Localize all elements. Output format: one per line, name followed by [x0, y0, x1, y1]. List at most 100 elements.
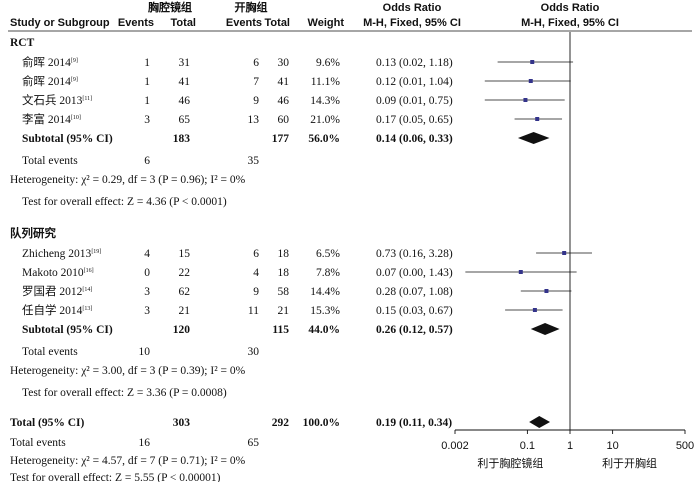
- study-total2: 46: [278, 95, 290, 107]
- study-events2: 9: [253, 95, 259, 107]
- subtotal-diamond: [530, 323, 560, 335]
- subgroup-title: 队列研究: [10, 226, 56, 240]
- study-ref: [9]: [71, 58, 78, 64]
- study-total1: 31: [179, 57, 191, 69]
- study-point: [528, 79, 533, 83]
- study-events2: 7: [253, 76, 259, 88]
- study-ref: [13]: [82, 306, 92, 312]
- study-name: 李富 2014[10]: [22, 112, 81, 126]
- study-total2: 21: [278, 305, 290, 317]
- study-name: 俞晖 2014[9]: [22, 55, 78, 69]
- total-total1: 303: [173, 417, 191, 429]
- study-ref: [11]: [82, 96, 92, 102]
- total-heterogeneity-text: Heterogeneity: χ² = 4.57, df = 7 (P = 0.…: [10, 455, 246, 467]
- total-overall-effect-text: Test for overall effect: Z = 5.55 (P < 0…: [10, 472, 221, 482]
- study-or-text: 0.12 (0.01, 1.04): [376, 76, 453, 88]
- study-total1: 65: [179, 114, 191, 126]
- study-total1: 41: [179, 76, 191, 88]
- study-weight: 11.1%: [311, 76, 341, 88]
- total-events2: 30: [248, 346, 260, 358]
- header-weight: Weight: [308, 17, 345, 29]
- study-ref: [19]: [91, 249, 101, 255]
- study-events2: 9: [253, 286, 259, 298]
- total-diamond: [529, 416, 551, 428]
- study-or-text: 0.73 (0.16, 3.28): [376, 248, 453, 260]
- favours-right-label: 利于开胸组: [602, 456, 657, 470]
- study-point: [532, 308, 537, 312]
- study-events1: 3: [144, 114, 150, 126]
- subtotal-label: Subtotal (95% CI): [22, 133, 113, 145]
- x-tick-label: 0.002: [441, 440, 469, 452]
- study-ref: [14]: [82, 287, 92, 293]
- study-events2: 6: [253, 57, 259, 69]
- study-total1: 15: [179, 248, 191, 260]
- study-name: 任自学 2014[13]: [22, 303, 92, 317]
- subtotal-label: Subtotal (95% CI): [22, 324, 113, 336]
- overall-effect-text: Test for overall effect: Z = 4.36 (P < 0…: [22, 196, 227, 208]
- overall-effect-text: Test for overall effect: Z = 3.36 (P = 0…: [22, 387, 227, 399]
- study-total2: 18: [278, 248, 290, 260]
- study-total1: 46: [179, 95, 191, 107]
- x-tick-label: 10: [606, 440, 618, 452]
- total-events2: 65: [248, 437, 260, 449]
- study-weight: 6.5%: [316, 248, 340, 260]
- study-name: 罗国君 2012[14]: [22, 285, 92, 298]
- study-weight: 15.3%: [310, 305, 340, 317]
- study-point: [535, 117, 540, 121]
- total-total2: 292: [272, 417, 290, 429]
- study-events1: 1: [144, 95, 150, 107]
- study-events2: 13: [248, 114, 260, 126]
- header-total1: Total: [171, 17, 196, 29]
- subtotal-or-text: 0.26 (0.12, 0.57): [376, 324, 453, 336]
- x-tick-label: 0.1: [520, 440, 535, 452]
- total-events-label: Total events: [10, 437, 66, 449]
- study-weight: 7.8%: [316, 267, 340, 279]
- total-or-text: 0.19 (0.11, 0.34): [376, 417, 452, 429]
- study-ref: [10]: [71, 115, 81, 121]
- study-or-text: 0.15 (0.03, 0.67): [376, 305, 453, 317]
- subtotal-total1: 120: [173, 324, 191, 336]
- study-or-text: 0.07 (0.00, 1.43): [376, 267, 453, 279]
- study-name: Makoto 2010[16]: [22, 267, 94, 279]
- study-or-text: 0.17 (0.05, 0.65): [376, 114, 453, 126]
- subgroup-title: RCT: [10, 37, 35, 49]
- study-weight: 9.6%: [316, 57, 340, 69]
- header-group2: 开胸组: [235, 0, 268, 14]
- study-point: [544, 289, 549, 293]
- study-total2: 18: [278, 267, 290, 279]
- study-total2: 58: [278, 286, 290, 298]
- study-or-text: 0.13 (0.02, 1.18): [376, 57, 453, 69]
- study-weight: 21.0%: [310, 114, 340, 126]
- study-weight: 14.3%: [310, 95, 340, 107]
- study-total1: 22: [179, 267, 191, 279]
- subtotal-diamond: [517, 132, 550, 144]
- study-name: 俞晖 2014[9]: [22, 74, 78, 88]
- study-total2: 60: [278, 114, 290, 126]
- study-name: 文石兵 2013[11]: [22, 93, 92, 107]
- header-plot-method: M-H, Fixed, 95% CI: [521, 17, 619, 29]
- study-or-text: 0.28 (0.07, 1.08): [376, 286, 453, 298]
- study-events2: 6: [253, 248, 259, 260]
- subtotal-or-text: 0.14 (0.06, 0.33): [376, 133, 453, 145]
- heterogeneity-text: Heterogeneity: χ² = 0.29, df = 3 (P = 0.…: [10, 174, 246, 186]
- study-events1: 0: [144, 267, 150, 279]
- total-events-label: Total events: [22, 346, 78, 358]
- study-events1: 4: [144, 248, 150, 260]
- study-events1: 1: [144, 57, 150, 69]
- total-label: Total (95% CI): [10, 417, 84, 429]
- study-ref: [16]: [84, 268, 94, 274]
- header-study: Study or Subgroup: [10, 17, 110, 29]
- study-point: [518, 270, 523, 274]
- total-events1: 10: [139, 346, 151, 358]
- study-events2: 11: [248, 305, 259, 317]
- study-total1: 21: [179, 305, 191, 317]
- subtotal-weight: 56.0%: [308, 133, 340, 145]
- total-events1: 6: [144, 155, 150, 167]
- subtotal-total2: 177: [272, 133, 290, 145]
- header-events2: Events: [226, 17, 262, 29]
- study-name: Zhicheng 2013[19]: [22, 248, 101, 260]
- subtotal-total1: 183: [173, 133, 191, 145]
- study-total1: 62: [179, 286, 191, 298]
- subtotal-weight: 44.0%: [308, 324, 340, 336]
